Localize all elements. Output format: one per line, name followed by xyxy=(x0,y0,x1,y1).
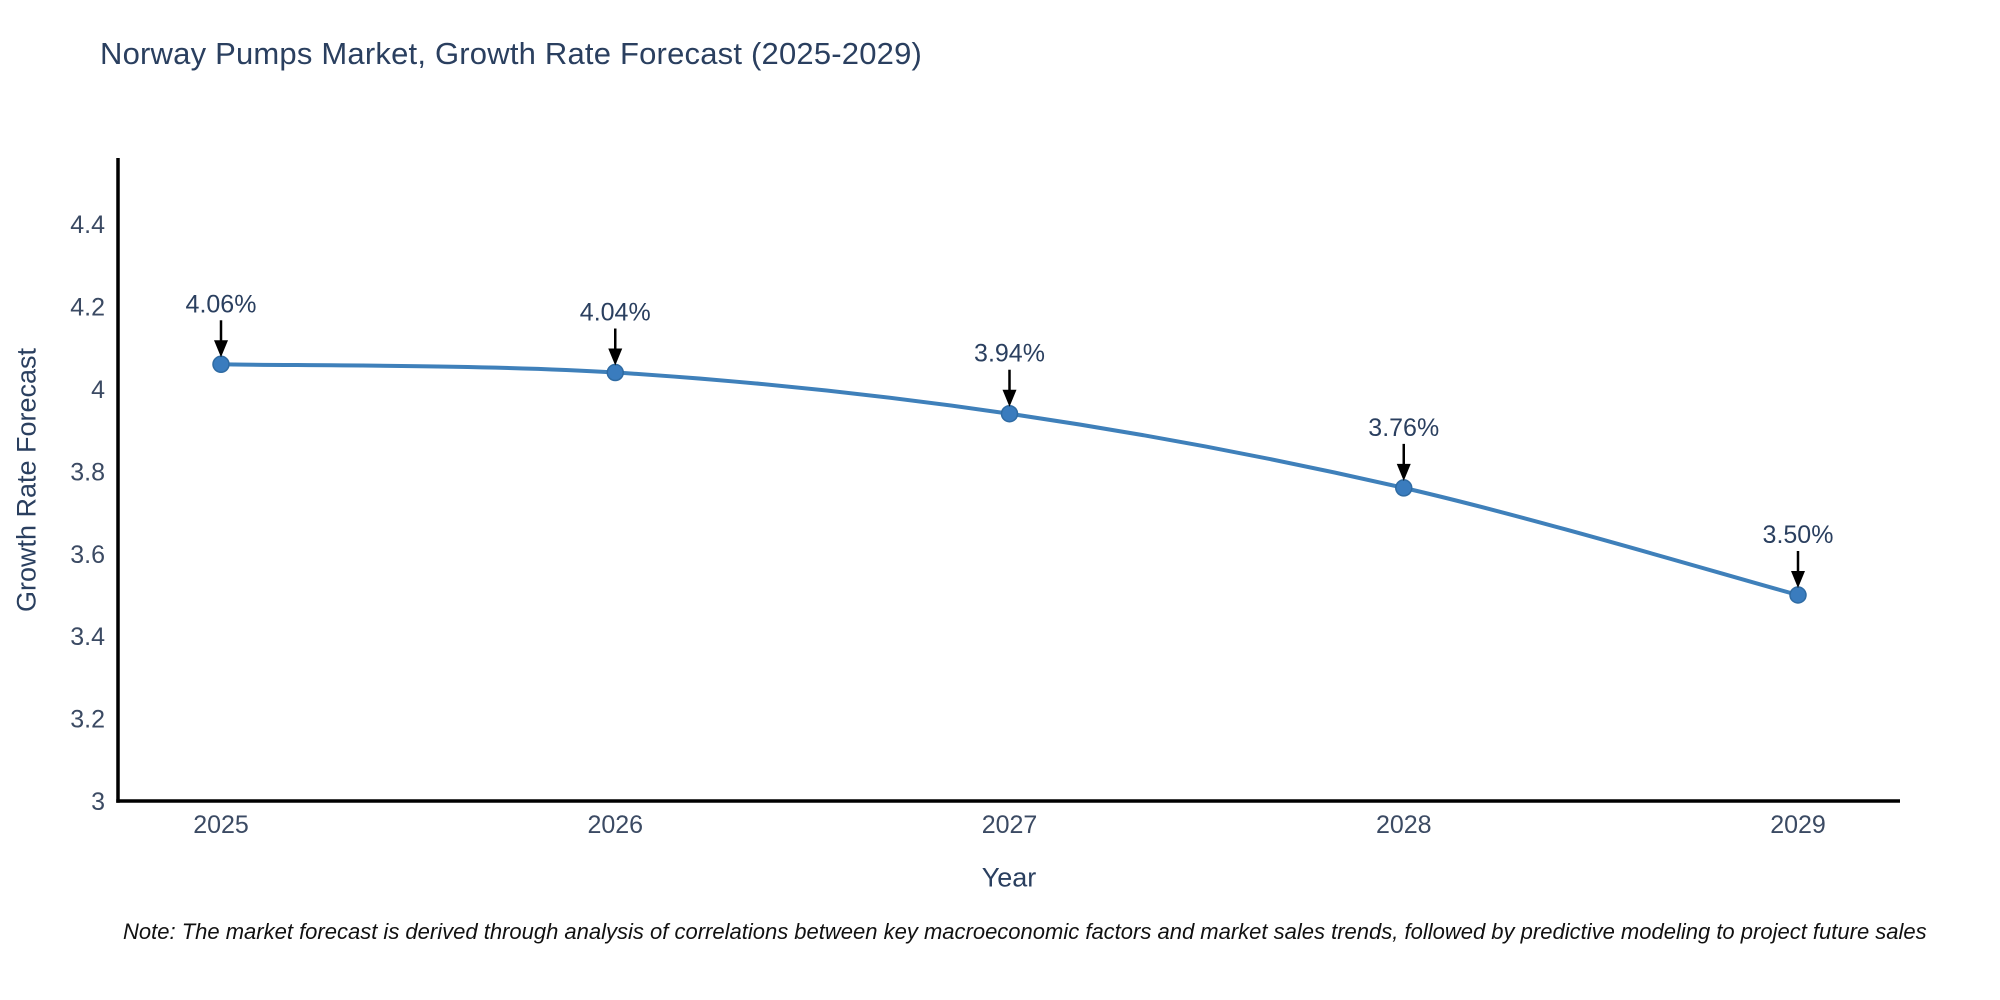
point-annotation: 3.76% xyxy=(1368,414,1439,442)
point-annotation: 4.04% xyxy=(580,299,651,327)
y-tick-label: 3 xyxy=(91,788,105,816)
y-tick-label: 4.4 xyxy=(70,211,105,239)
x-tick-label: 2025 xyxy=(193,811,249,839)
point-annotation: 4.06% xyxy=(186,290,257,318)
y-tick-label: 4 xyxy=(91,376,105,404)
footnote: Note: The market forecast is derived thr… xyxy=(123,919,1927,944)
y-tick-label: 3.6 xyxy=(70,541,105,569)
y-tick-label: 3.8 xyxy=(70,458,105,486)
data-point-marker[interactable] xyxy=(1789,586,1807,604)
y-axis-title: Growth Rate Forecast xyxy=(11,347,42,613)
chart-title: Norway Pumps Market, Growth Rate Forecas… xyxy=(100,36,923,71)
data-point-marker[interactable] xyxy=(1000,404,1019,423)
annotation-arrowhead xyxy=(1396,463,1411,481)
data-point-marker[interactable] xyxy=(1395,479,1413,497)
annotation-arrowhead xyxy=(214,340,228,358)
point-annotation: 3.94% xyxy=(974,340,1045,368)
point-annotation: 3.50% xyxy=(1763,521,1834,549)
y-tick-label: 3.2 xyxy=(70,706,105,734)
x-tick-label: 2027 xyxy=(982,811,1038,839)
y-tick-label: 4.2 xyxy=(70,294,105,322)
x-tick-label: 2029 xyxy=(1770,811,1826,839)
annotation-arrowhead xyxy=(1002,389,1017,407)
data-point-marker[interactable] xyxy=(212,355,230,374)
x-tick-label: 2026 xyxy=(587,811,643,839)
data-point-marker[interactable] xyxy=(606,363,624,382)
annotation-arrowhead xyxy=(608,348,623,366)
annotation-arrowhead xyxy=(1791,571,1805,588)
y-tick-label: 3.4 xyxy=(70,623,105,651)
x-axis-title: Year xyxy=(981,862,1037,893)
x-tick-label: 2028 xyxy=(1376,811,1432,839)
